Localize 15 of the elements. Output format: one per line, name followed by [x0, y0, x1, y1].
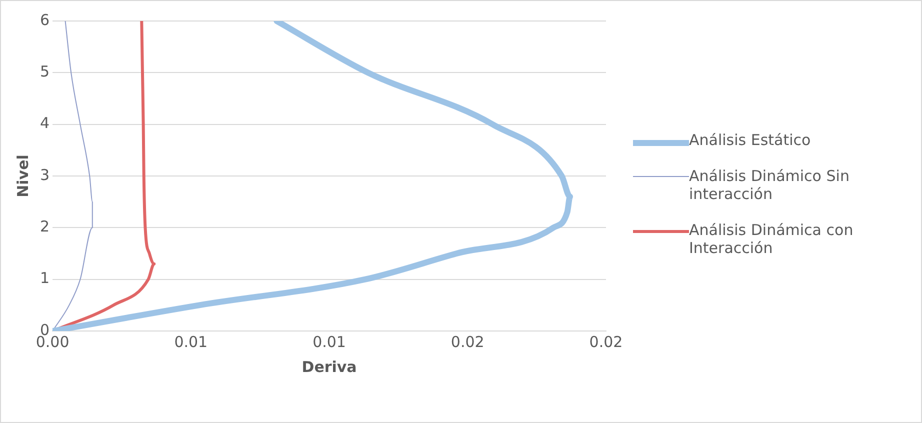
y-tick-label: 6 [40, 10, 50, 29]
y-tick-label: 1 [40, 269, 50, 288]
x-tick-label: 0.02 [589, 332, 623, 351]
y-tick-label: 3 [40, 166, 50, 184]
y-tick-label: 5 [40, 62, 50, 81]
legend-label: Análisis Dinámico Sin interacción [689, 167, 850, 203]
y-tick-label: 4 [40, 114, 50, 132]
legend-label: Análisis Dinámica con Interacción [689, 221, 854, 257]
x-tick-label: 0.02 [450, 332, 484, 351]
x-axis-title: Deriva [302, 358, 357, 376]
x-tick-label: 0.01 [312, 332, 346, 351]
y-tick-label: 2 [40, 218, 50, 236]
legend-label: Análisis Estático [689, 131, 811, 149]
x-tick-label: 0.01 [174, 332, 208, 351]
y-axis-title: Nivel [14, 154, 32, 198]
